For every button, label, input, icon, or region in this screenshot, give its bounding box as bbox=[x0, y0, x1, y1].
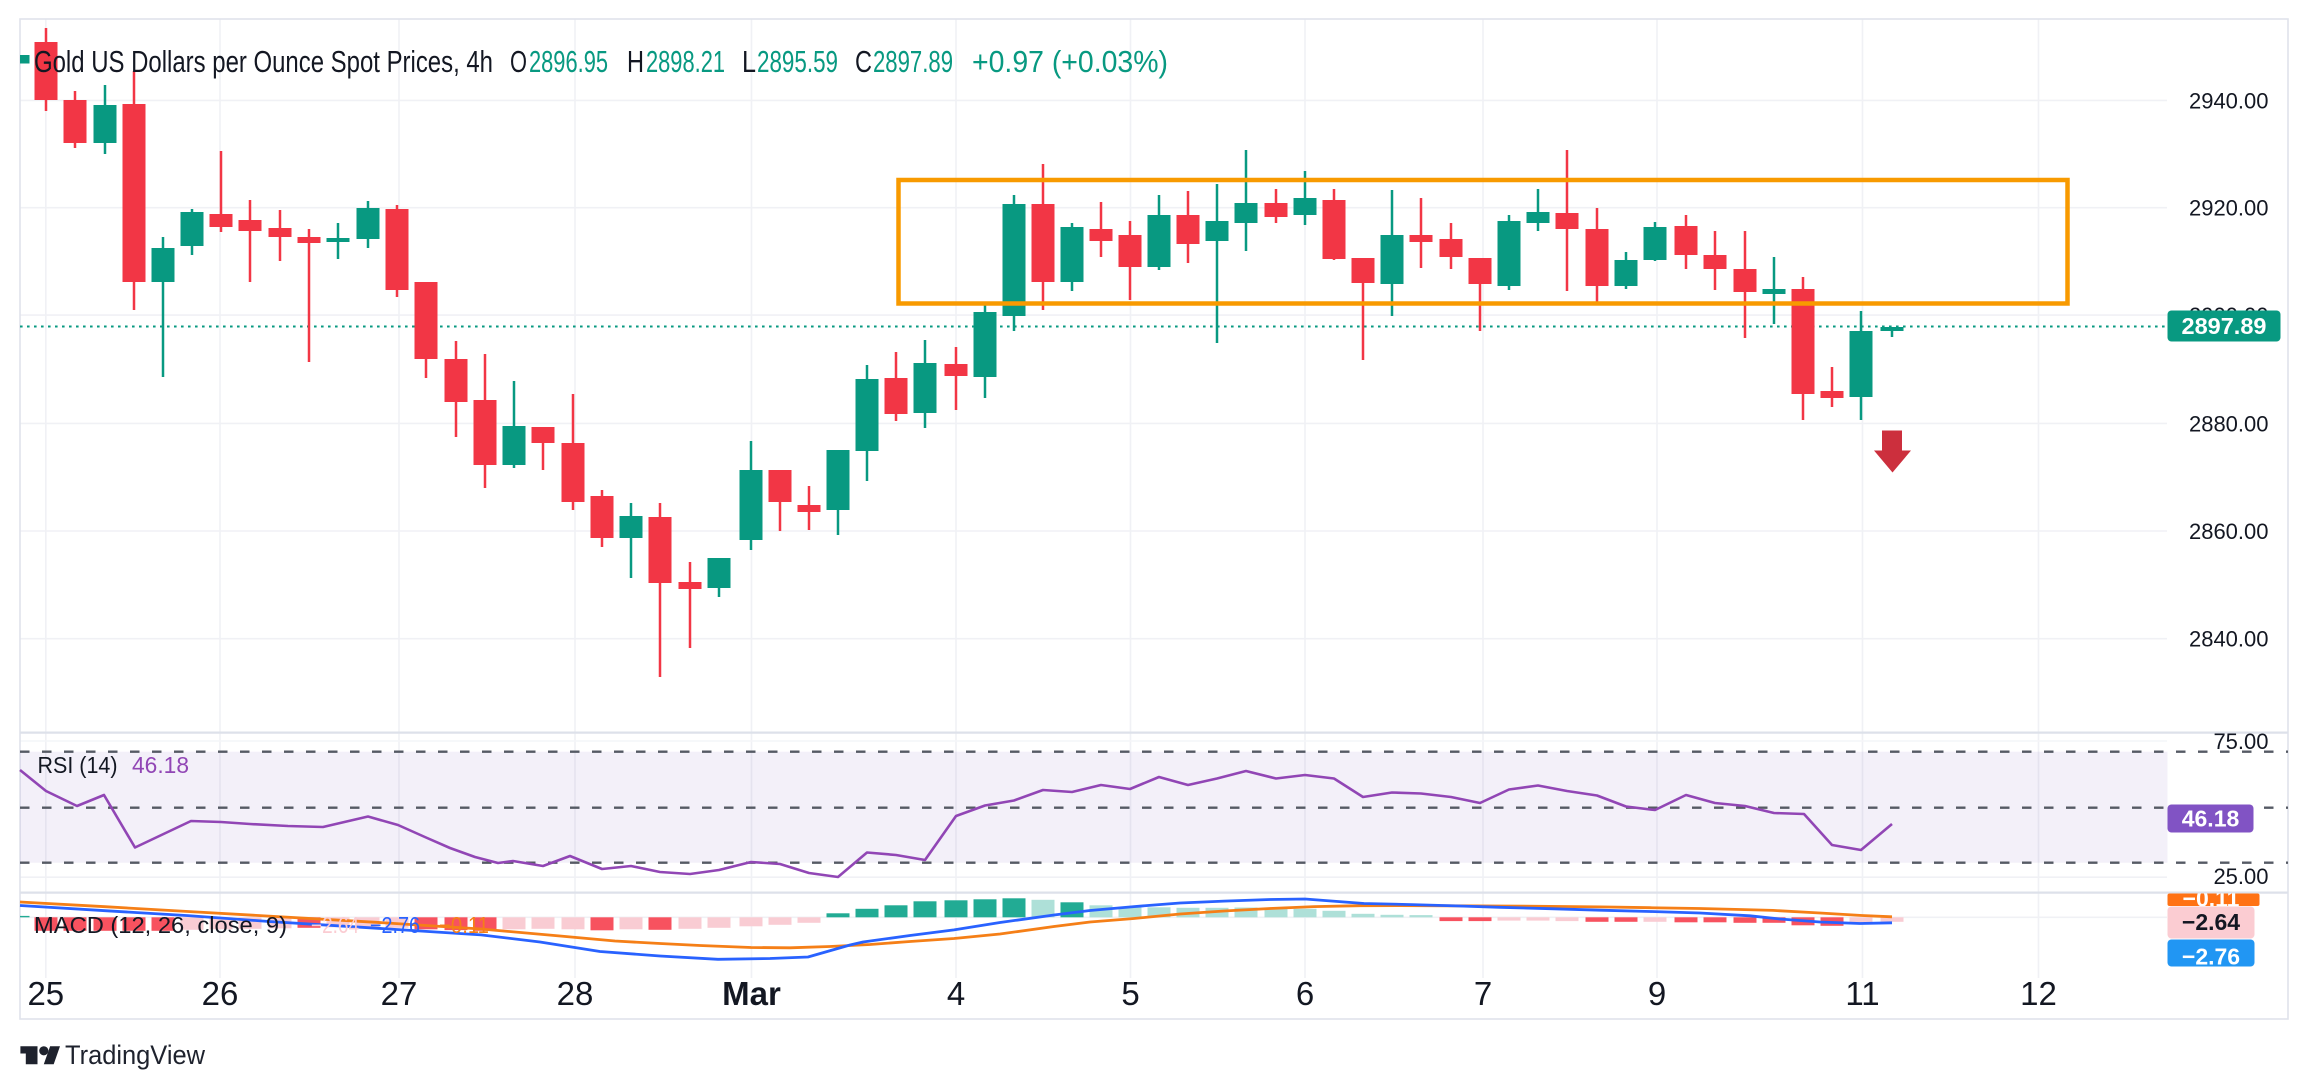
svg-text:−0.11: −0.11 bbox=[439, 912, 489, 938]
svg-text:9: 9 bbox=[1648, 975, 1666, 1012]
svg-text:−2.76: −2.76 bbox=[370, 912, 420, 938]
svg-text:2898.21: 2898.21 bbox=[646, 44, 725, 79]
svg-text:2897.89: 2897.89 bbox=[873, 44, 953, 79]
svg-text:TradingView: TradingView bbox=[65, 1040, 205, 1070]
svg-text:26: 26 bbox=[202, 975, 239, 1012]
svg-text:2940.00: 2940.00 bbox=[2189, 88, 2269, 113]
svg-text:2897.89: 2897.89 bbox=[2182, 313, 2267, 339]
svg-text:H: H bbox=[627, 44, 644, 79]
svg-text:75.00: 75.00 bbox=[2213, 729, 2268, 754]
svg-text:4: 4 bbox=[947, 975, 965, 1012]
svg-text:Mar: Mar bbox=[722, 975, 781, 1012]
svg-text:+0.97 (+0.03%): +0.97 (+0.03%) bbox=[972, 44, 1168, 79]
svg-text:11: 11 bbox=[1845, 975, 1879, 1012]
svg-text:2860.00: 2860.00 bbox=[2189, 519, 2269, 544]
svg-text:2920.00: 2920.00 bbox=[2189, 196, 2269, 221]
svg-text:2840.00: 2840.00 bbox=[2189, 627, 2269, 652]
svg-text:C: C bbox=[855, 44, 872, 79]
svg-text:12: 12 bbox=[2020, 975, 2057, 1012]
svg-text:−0.11: −0.11 bbox=[2183, 886, 2240, 912]
svg-text:5: 5 bbox=[1121, 975, 1139, 1012]
svg-text:−2.64: −2.64 bbox=[311, 912, 359, 938]
svg-text:2880.00: 2880.00 bbox=[2189, 411, 2269, 436]
svg-text:28: 28 bbox=[557, 975, 594, 1012]
svg-text:O: O bbox=[510, 44, 527, 79]
svg-text:2896.95: 2896.95 bbox=[529, 44, 608, 79]
svg-text:25: 25 bbox=[27, 975, 64, 1012]
svg-text:RSI (14): RSI (14) bbox=[38, 752, 118, 778]
svg-text:7: 7 bbox=[1474, 975, 1492, 1012]
svg-text:25.00: 25.00 bbox=[2213, 864, 2268, 889]
svg-text:−2.76: −2.76 bbox=[2182, 944, 2240, 970]
svg-text:27: 27 bbox=[381, 975, 418, 1012]
svg-text:Gold US Dollars per Ounce Spot: Gold US Dollars per Ounce Spot Prices, 4… bbox=[34, 44, 493, 79]
svg-text:2895.59: 2895.59 bbox=[757, 44, 838, 79]
svg-text:MACD (12, 26, close, 9): MACD (12, 26, close, 9) bbox=[34, 912, 287, 938]
svg-text:46.18: 46.18 bbox=[2182, 806, 2240, 832]
svg-text:−2.64: −2.64 bbox=[2182, 909, 2240, 935]
svg-text:L: L bbox=[742, 44, 756, 79]
svg-text:6: 6 bbox=[1296, 975, 1314, 1012]
svg-text:46.18: 46.18 bbox=[132, 752, 189, 778]
